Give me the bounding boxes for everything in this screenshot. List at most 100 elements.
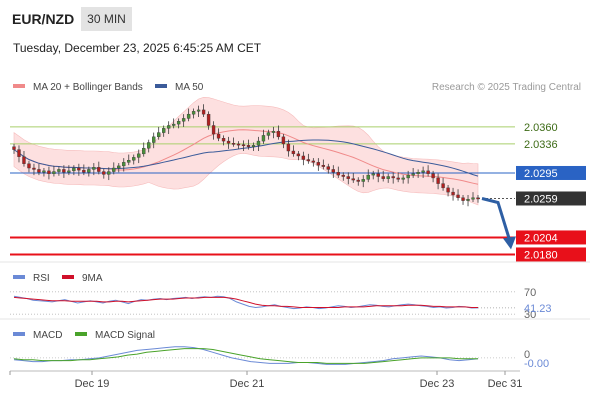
candle-body <box>72 167 76 172</box>
support-tag <box>516 230 586 245</box>
candle-body <box>22 156 26 164</box>
candle-body <box>231 143 236 145</box>
x-axis-tick-label: Dec 31 <box>488 378 523 390</box>
candle-body <box>476 197 480 200</box>
candle-body <box>226 140 231 144</box>
candle-body <box>67 170 71 173</box>
candle-body <box>37 169 41 173</box>
copyright-label: Research © 2025 Trading Central <box>432 82 581 93</box>
candle-body <box>376 173 380 177</box>
candle-body <box>132 157 136 161</box>
candle-body <box>17 149 21 157</box>
macd-legend-label: MACD <box>33 330 62 341</box>
candlesticks <box>12 104 480 207</box>
candle-body <box>266 132 271 136</box>
current-price-tag <box>516 191 586 206</box>
x-axis-tick-label: Dec 19 <box>75 378 110 390</box>
candle-body <box>82 169 86 173</box>
candle-body <box>57 169 61 172</box>
candle-body <box>291 150 296 155</box>
candle-body <box>306 159 311 162</box>
candle-body <box>196 109 201 112</box>
candle-body <box>451 191 455 196</box>
candle-body <box>351 178 355 181</box>
support-label: 2.0204 <box>524 232 558 244</box>
candle-body <box>127 160 131 163</box>
bollinger-band-area <box>13 96 479 206</box>
macd-current-label: -0.00 <box>524 358 549 370</box>
candle-body <box>152 136 156 143</box>
candle-body <box>117 165 121 169</box>
candle-body <box>466 198 470 201</box>
x-axis: Dec 19 Dec 21 Dec 23 Dec 31 <box>9 371 523 390</box>
candle-body <box>256 140 261 146</box>
candle-body <box>311 160 316 163</box>
candle-body <box>276 130 281 138</box>
support-tag <box>516 247 586 262</box>
candle-body <box>281 136 286 145</box>
candle-body <box>391 176 395 179</box>
candle-body <box>336 172 340 176</box>
candle-body <box>87 169 91 173</box>
candle-body <box>147 142 151 149</box>
candle-body <box>406 174 410 179</box>
candle-body <box>186 113 191 119</box>
symbol-title: EUR/NZD <box>12 11 74 27</box>
candle-body <box>102 171 106 175</box>
forecast-arrow <box>481 197 516 250</box>
candle-body <box>361 179 365 182</box>
candle-body <box>241 144 246 147</box>
candle-body <box>92 167 96 170</box>
candle-body <box>401 177 405 180</box>
rsi-level-label: 30 <box>524 309 536 321</box>
candle-body <box>12 146 16 150</box>
rsi-legend-label: RSI <box>33 273 50 284</box>
forecast-arrow-line <box>481 197 512 242</box>
candle-body <box>122 162 126 167</box>
candle-body <box>166 125 171 129</box>
candle-body <box>161 128 166 133</box>
candle-body <box>62 169 66 173</box>
moving-averages <box>13 129 479 185</box>
candle-body <box>341 174 345 177</box>
candle-body <box>296 153 301 157</box>
candle-body <box>431 173 435 179</box>
price-levels: 2.0360 2.0336 2.0295 2.0259 2.0204 2.0180 <box>10 122 586 262</box>
candle-body <box>371 173 375 176</box>
candle-body <box>27 163 31 169</box>
rsi-ma-line <box>13 296 478 308</box>
candle-body <box>216 133 221 139</box>
rsi-level-label: 70 <box>524 287 536 299</box>
candle-body <box>191 111 196 115</box>
pivot-label: 2.0295 <box>524 168 558 180</box>
resistance-label: 2.0360 <box>524 122 558 134</box>
x-axis-tick-label: Dec 23 <box>420 378 455 390</box>
candle-body <box>381 176 385 179</box>
candle-body <box>47 170 51 174</box>
forecast-arrow-head <box>503 236 516 250</box>
ma20-legend-label: MA 20 + Bollinger Bands <box>33 82 143 93</box>
candle-body <box>461 197 465 201</box>
macd-signal-legend-label: MACD Signal <box>95 330 155 341</box>
candle-body <box>201 109 206 115</box>
candle-body <box>386 176 390 179</box>
candle-body <box>331 169 335 173</box>
ma50-legend-swatch <box>155 84 167 88</box>
candle-body <box>356 179 360 182</box>
candle-body <box>32 167 36 170</box>
candle-body <box>441 183 445 189</box>
datetime-label: Tuesday, December 23, 2025 6:45:25 AM CE… <box>13 41 262 55</box>
candle-body <box>456 194 460 198</box>
macd-legend-swatch <box>13 332 25 336</box>
ma50-legend-label: MA 50 <box>175 82 204 93</box>
candle-body <box>321 164 326 167</box>
x-axis-tick-label: Dec 21 <box>230 378 265 390</box>
macd-signal-line <box>13 348 478 364</box>
candle-body <box>301 155 306 160</box>
macd-zero-label: 0 <box>524 349 530 361</box>
pivot-tag <box>516 165 586 180</box>
candle-body <box>211 125 216 135</box>
